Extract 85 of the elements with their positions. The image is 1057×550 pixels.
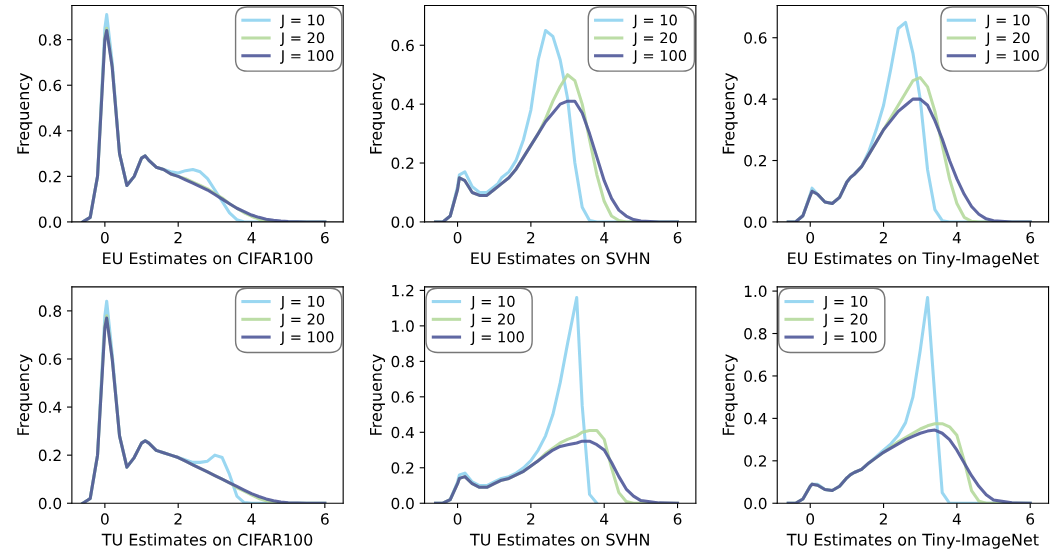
y-tick-label: 0.2 [38, 449, 61, 462]
legend-label: J = 100 [823, 331, 877, 346]
legend-label: J = 100 [280, 331, 334, 346]
x-tick-label: 6 [673, 513, 682, 525]
y-tick-label: 0.0 [38, 497, 62, 510]
x-tick-label: 4 [247, 232, 256, 244]
y-axis-title: Frequency [17, 354, 33, 435]
y-tick-label: 0.2 [391, 462, 414, 474]
y-tick-label: 0.0 [744, 216, 767, 228]
y-tick-label: 0.2 [38, 170, 61, 183]
y-tick-label: 0.0 [744, 497, 767, 510]
y-tick-label: 0.4 [744, 93, 767, 106]
y-axis-title: Frequency [370, 72, 385, 154]
y-tick-label: 0.4 [391, 98, 414, 111]
x-axis-title: TU Estimates on SVHN [469, 533, 649, 546]
y-tick-label: 1.2 [392, 284, 414, 297]
y-tick-label: 0.8 [391, 355, 414, 368]
legend-label: J = 20 [632, 32, 677, 47]
x-tick-label: 4 [952, 513, 961, 525]
x-tick-label: 2 [527, 513, 535, 525]
y-tick-label: 0.2 [744, 154, 766, 167]
y-tick-label: 0.4 [744, 412, 767, 425]
x-tick-label: 0 [453, 513, 462, 525]
x-tick-label: 2 [527, 231, 535, 244]
y-tick-label: 1.0 [392, 320, 414, 332]
y-tick-label: 0.6 [38, 353, 62, 365]
legend-label: J = 20 [280, 313, 325, 328]
x-axis-title: EU Estimates on CIFAR100 [103, 251, 313, 265]
x-tick-label: 4 [952, 232, 961, 244]
x-tick-label: 6 [1026, 231, 1035, 244]
x-tick-label: 2 [174, 231, 182, 244]
y-tick-label: 0.6 [744, 32, 767, 44]
y-tick-label: 0.8 [38, 34, 62, 46]
legend-label: J = 10 [280, 14, 325, 29]
legend-label: J = 10 [823, 295, 868, 310]
y-tick-label: 0.2 [391, 157, 414, 170]
legend-label: J = 100 [632, 50, 687, 64]
legend-label: J = 100 [985, 50, 1039, 64]
y-tick-label: 0.8 [38, 305, 62, 317]
x-axis-title: EU Estimates on SVHN [471, 251, 650, 265]
legend-label: J = 10 [985, 14, 1030, 29]
x-tick-label: 4 [247, 513, 256, 525]
legend-label: J = 20 [985, 32, 1030, 47]
y-axis-title: Frequency [370, 354, 385, 435]
y-axis-title: Frequency [722, 72, 738, 154]
y-tick-label: 0.4 [391, 426, 414, 439]
y-tick-label: 0.0 [391, 497, 414, 510]
y-tick-label: 0.6 [38, 79, 62, 92]
x-axis-title: TU Estimates on CIFAR100 [101, 533, 313, 546]
y-tick-label: 0.0 [38, 216, 62, 228]
x-tick-label: 0 [806, 231, 815, 244]
x-tick-label: 2 [174, 513, 182, 525]
x-tick-label: 0 [806, 513, 815, 525]
x-tick-label: 6 [673, 231, 682, 244]
y-axis-title: Frequency [17, 72, 33, 154]
x-tick-label: 6 [321, 231, 329, 244]
x-tick-label: 2 [879, 231, 887, 244]
legend-label: J = 10 [632, 14, 677, 29]
y-tick-label: 0.6 [744, 370, 767, 382]
y-axis-title: Frequency [722, 354, 738, 435]
y-tick-label: 0.6 [391, 39, 414, 52]
legend-label: J = 100 [470, 331, 524, 346]
legend-label: J = 20 [470, 313, 515, 328]
x-tick-label: 2 [879, 513, 887, 525]
legend-label: J = 100 [280, 50, 334, 64]
x-tick-label: 6 [1026, 513, 1035, 525]
y-tick-label: 0.4 [38, 125, 62, 137]
y-tick-label: 0.6 [391, 391, 414, 403]
x-axis-title: TU Estimates on Tiny-ImageNet [786, 533, 1039, 549]
y-tick-label: 1.0 [744, 285, 767, 298]
legend-label: J = 20 [823, 313, 868, 328]
y-tick-label: 0.8 [744, 327, 767, 340]
x-tick-label: 4 [600, 232, 609, 244]
y-tick-label: 0.2 [744, 455, 766, 467]
legend-label: J = 20 [280, 32, 325, 47]
x-tick-label: 0 [101, 513, 109, 525]
x-tick-label: 4 [600, 513, 609, 525]
y-tick-label: 0.0 [391, 216, 414, 228]
x-tick-label: 6 [321, 513, 329, 525]
y-tick-label: 0.4 [38, 401, 62, 414]
x-axis-title: EU Estimates on Tiny-ImageNet [788, 251, 1039, 268]
x-tick-label: 0 [101, 231, 109, 244]
legend-label: J = 10 [280, 295, 325, 310]
x-tick-label: 0 [453, 231, 462, 244]
legend-label: J = 10 [470, 295, 515, 310]
